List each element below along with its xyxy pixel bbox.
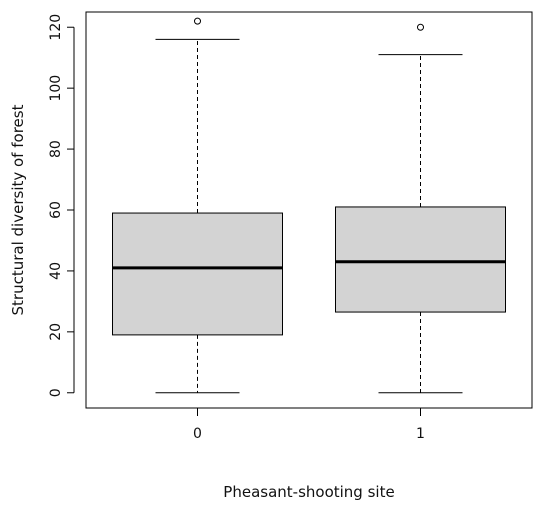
y-tick-label: 80: [48, 140, 64, 158]
outlier-point: [194, 17, 201, 25]
y-tick-label: 100: [48, 75, 64, 102]
y-tick-label: 0: [48, 388, 64, 397]
y-axis: 0 20 40 60 80 100 120: [48, 14, 75, 397]
box-group: [112, 17, 283, 394]
y-tick-label: 120: [48, 14, 64, 41]
iqr-box: [112, 212, 283, 336]
x-tick-label: 0: [193, 426, 202, 442]
box-group: [335, 23, 506, 394]
y-axis-label: Structural diversity of forest: [9, 104, 27, 315]
plot-area-frame: [85, 11, 533, 409]
y-tick-label: 20: [48, 323, 64, 341]
x-axis-label: Pheasant-shooting site: [223, 483, 394, 501]
outlier-point: [417, 23, 424, 31]
x-tick-label: 1: [416, 426, 425, 442]
y-tick-label: 40: [48, 262, 64, 280]
y-tick-label: 60: [48, 201, 64, 219]
boxes: [112, 17, 506, 394]
iqr-box: [335, 206, 506, 313]
